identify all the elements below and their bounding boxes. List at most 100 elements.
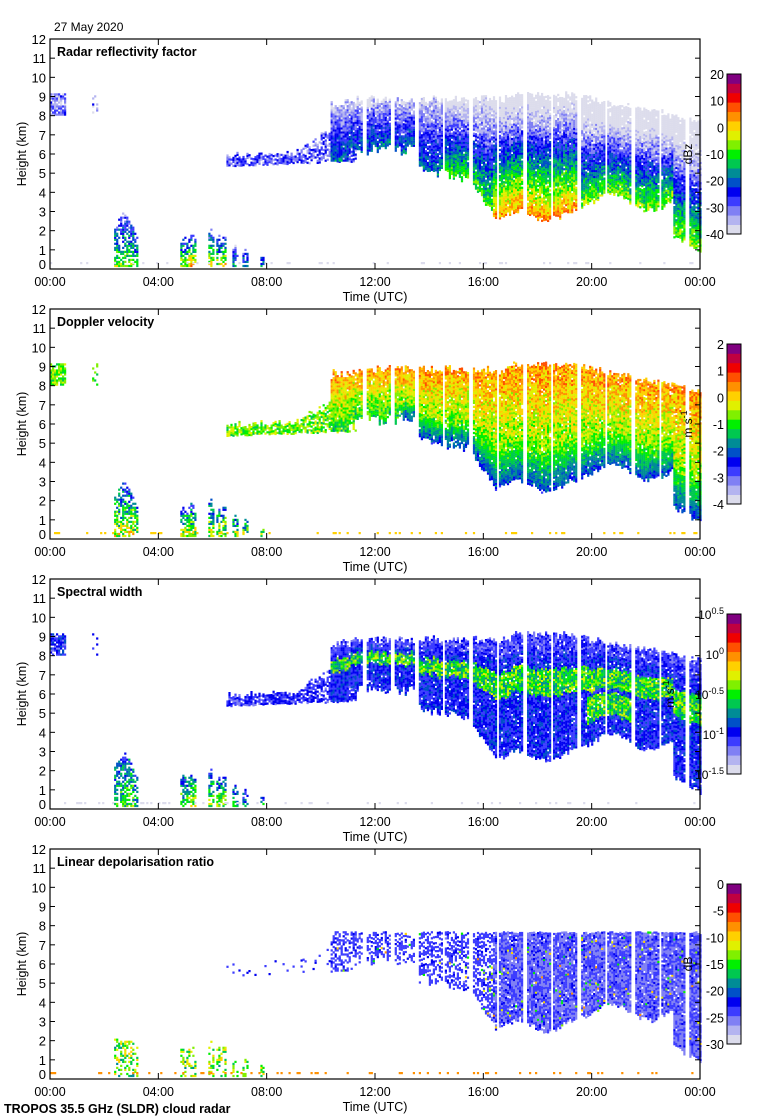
heatmap-cell xyxy=(543,102,546,105)
heatmap-cell xyxy=(420,152,423,155)
heatmap-cell xyxy=(543,96,546,99)
heatmap-cell xyxy=(517,108,520,111)
heatmap-cell xyxy=(234,156,237,160)
heatmap-cell xyxy=(226,158,229,161)
heatmap-cell xyxy=(400,151,403,154)
heatmap-cell xyxy=(436,100,439,104)
heatmap-cell xyxy=(382,120,385,124)
heatmap-cell xyxy=(460,135,464,139)
heatmap-cell xyxy=(312,156,315,159)
heatmap-cell xyxy=(517,118,520,121)
heatmap-cell xyxy=(366,139,369,142)
heatmap-cell xyxy=(406,128,409,131)
heatmap-cell xyxy=(529,169,532,172)
heatmap-cell xyxy=(386,136,389,139)
heatmap-cell xyxy=(529,113,532,116)
heatmap-cell xyxy=(563,198,566,201)
heatmap-cell xyxy=(559,135,562,138)
heatmap-cell xyxy=(500,210,504,213)
heatmap-cell xyxy=(478,167,482,170)
heatmap-cell xyxy=(494,190,498,193)
heatmap-cell xyxy=(543,120,546,123)
heatmap-cell xyxy=(456,113,459,116)
heatmap-cell xyxy=(262,256,265,260)
heatmap-cell xyxy=(330,125,333,128)
heatmap-cell xyxy=(480,171,484,175)
heatmap-cell xyxy=(494,158,498,161)
heatmap-cell xyxy=(513,211,516,215)
heatmap-cell xyxy=(314,150,317,153)
heatmap-cell xyxy=(476,116,480,119)
heatmap-cell xyxy=(348,148,351,151)
heatmap-cell xyxy=(462,99,466,102)
heatmap-cell xyxy=(561,191,564,194)
heatmap-cell xyxy=(498,116,502,119)
heatmap-cell xyxy=(370,97,373,100)
heatmap-cell xyxy=(456,141,459,145)
heatmap-cell xyxy=(509,159,512,162)
heatmap-cell xyxy=(517,146,520,149)
heatmap-cell xyxy=(258,152,261,155)
heatmap-cell xyxy=(466,136,470,139)
heatmap-cell xyxy=(64,99,67,102)
heatmap-cell xyxy=(448,142,451,146)
heatmap-cell xyxy=(440,164,443,168)
heatmap-cell xyxy=(334,159,337,162)
heatmap-cell xyxy=(452,155,455,158)
heatmap-cell xyxy=(539,147,542,151)
heatmap-cell xyxy=(396,139,399,142)
heatmap-cell xyxy=(513,97,516,100)
heatmap-cell xyxy=(440,118,443,121)
heatmap-cell xyxy=(334,109,337,112)
heatmap-cell xyxy=(342,143,345,146)
heatmap-cell xyxy=(420,108,423,111)
heatmap-cell xyxy=(52,103,55,106)
heatmap-cell xyxy=(488,97,492,101)
heatmap-cell xyxy=(559,113,562,116)
heatmap-cell xyxy=(336,159,339,162)
heatmap-cell xyxy=(352,158,355,161)
heatmap-cell xyxy=(452,135,455,138)
heatmap-cell xyxy=(432,125,435,128)
heatmap-cell xyxy=(515,140,518,143)
heatmap-cell xyxy=(464,173,468,177)
heatmap-cell xyxy=(126,244,129,247)
heatmap-cell xyxy=(410,128,413,131)
heatmap-cell xyxy=(298,158,301,161)
heatmap-cell xyxy=(248,156,251,159)
heatmap-cell xyxy=(396,101,399,104)
heatmap-cell xyxy=(374,122,377,126)
heatmap-cell xyxy=(118,250,121,254)
heatmap-cell xyxy=(122,224,125,227)
heatmap-cell xyxy=(234,244,237,247)
heatmap-cell xyxy=(509,97,512,100)
heatmap-cell xyxy=(370,133,373,136)
heatmap-cell xyxy=(539,192,542,195)
heatmap-cell xyxy=(360,140,363,143)
heatmap-cell xyxy=(559,153,562,156)
heatmap-cell xyxy=(64,101,67,104)
heatmap-cell xyxy=(210,256,213,260)
heatmap-cell xyxy=(543,208,546,212)
heatmap-cell xyxy=(527,188,530,191)
heatmap-cell xyxy=(180,248,183,252)
heatmap-cell xyxy=(446,107,449,110)
heatmap-cell xyxy=(543,108,546,111)
heatmap-cell xyxy=(498,108,502,111)
heatmap-cell xyxy=(561,135,564,138)
heatmap-cell xyxy=(436,120,439,124)
heatmap-cell xyxy=(472,166,476,170)
heatmap-cell xyxy=(537,114,540,117)
heatmap-cell xyxy=(545,130,548,133)
heatmap-cell xyxy=(256,161,259,164)
heatmap-cell xyxy=(356,134,359,137)
heatmap-cell xyxy=(394,137,397,140)
heatmap-cell xyxy=(488,110,492,113)
heatmap-cell xyxy=(356,119,359,123)
heatmap-cell xyxy=(234,154,237,158)
heatmap-cell xyxy=(308,148,311,151)
heatmap-cell xyxy=(480,145,484,148)
heatmap-cell xyxy=(432,105,435,108)
heatmap-cell xyxy=(166,262,169,265)
heatmap-cell xyxy=(482,129,486,132)
